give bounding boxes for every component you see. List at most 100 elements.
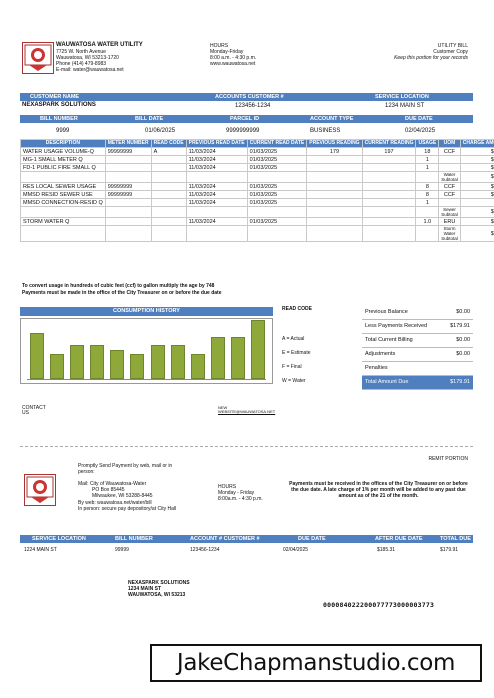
charge-cell [246,206,308,218]
hours-title: HOURS [210,43,229,49]
summary-row: Penalties [362,362,473,376]
charge-cell: 1 [415,155,440,164]
charge-cell [306,198,363,207]
remit-after-due-amount: $185.31 [377,547,396,553]
website-link[interactable]: www.wauwatosa.net [210,61,256,67]
charge-cell [415,225,440,242]
charge-cell [185,206,248,218]
charge-cell: $98.01 [459,171,494,183]
summary-value: $179.91 [450,323,470,329]
charge-cell: 1 [415,163,440,172]
mailing-city: WAUWATOSA, WI 53213 [128,592,186,598]
charge-row: Sewer Subtotal$49.27 [20,206,494,218]
charge-cell: Storm Water Subtotal [438,225,461,242]
remit-header-bar: SERVICE LOCATION BILL NUMBER ACCOUNT # C… [20,535,473,543]
remit-service-location-label: SERVICE LOCATION [32,536,86,542]
remit-mail-1: Mail: City of Wauwatosa-Water [78,481,147,487]
charges-col-header: READ CODE [150,139,187,148]
charge-row: MMSD CONNECTION-RESID Q 11/03/2024 01/03/2… [20,198,494,207]
charge-cell: $32.63 [459,217,494,226]
charge-cell [306,217,363,226]
mailing-street: 1234 MAIN ST [128,586,162,592]
charge-cell [104,217,152,226]
remit-bill-number-label: BILL NUMBER [115,536,153,542]
charge-cell [150,206,187,218]
summary-value: $0.00 [456,337,470,343]
charge-row: Storm Water Subtotal$32.63 [20,225,494,242]
charge-cell: 01/03/2025 [246,217,308,226]
charge-cell: 99999999 [104,190,152,199]
charge-cell: 1 [415,198,440,207]
charge-row: STORM WATER Q 11/03/2024 01/03/2025 1.0 ERU $… [20,217,494,226]
charge-cell: 99999999 [104,182,152,191]
charge-cell: 01/03/2025 [246,190,308,199]
charge-cell [20,225,106,242]
charge-cell: 99999999 [104,147,152,156]
summary-label: Adjustments [365,351,396,357]
charge-cell [361,182,417,191]
charge-cell [361,206,417,218]
consumption-bar [90,345,105,379]
website-email-link[interactable]: WEBSITE@WAUWATOSA.NET [218,409,276,414]
charge-cell [361,198,417,207]
charge-row: Water Subtotal$98.01 [20,171,494,183]
charge-cell [150,171,187,183]
summary-label: Previous Balance [365,309,408,315]
remit-due-date: 02/04/2025 [283,547,309,553]
consumption-bar [230,336,245,379]
remit-mail-2: PO Box 85445 [92,487,125,493]
charge-cell: CCF [438,147,461,156]
charges-col-header: PREVIOUS READ DATE [185,139,248,148]
charge-cell [306,190,363,199]
charge-cell [104,198,152,207]
charge-cell: WATER USAGE VOLUME-Q [20,147,106,156]
copy-subtitle: Customer Copy [433,49,468,55]
charge-cell [361,171,417,183]
remit-total-due: $179.91 [440,547,459,553]
charge-cell [306,182,363,191]
remit-account-number: 123456-1234 [190,547,220,553]
account-summary: Previous Balance $0.00 Less Payments Recei… [362,306,473,390]
charge-cell [306,155,363,164]
charges-col-header: CHARGE AMOUNT [459,139,494,148]
charge-cell: ERU [438,217,461,226]
charge-cell [415,171,440,183]
charge-cell: $32.63 [459,225,494,242]
charge-cell [306,225,363,242]
charge-cell: 11/03/2024 [185,147,248,156]
remit-payment-notice: Payments must be received in the offices… [289,481,468,499]
charge-cell [361,155,417,164]
watermark-box: JakeChapmanstudio.com [150,644,482,682]
summary-value: $179.91 [450,379,470,385]
charge-cell [306,171,363,183]
remit-service-location: 1224 MAIN ST [24,547,57,553]
remit-hours-days: Monday - Friday [218,490,255,496]
charge-cell: $70.38 [459,147,494,156]
summary-row: Total Current Billing $0.00 [362,334,473,348]
charge-cell: MMSD CONNECTION-RESID Q [20,198,106,207]
charge-cell: $15.45 [459,155,494,164]
charge-cell: 01/03/2025 [246,155,308,164]
consumption-bar [70,345,85,379]
consumption-bar [30,332,45,379]
consumption-bar [170,345,185,379]
charge-row: MG-1 SMALL METER Q 11/03/2024 01/03/2025 1 $… [20,155,494,164]
summary-label: Less Payments Received [365,323,428,329]
utility-address-2: Wauwatosa, WI 53213-1720 [56,55,119,61]
charge-row: FD-1 PUBLIC FIRE SMALL Q 11/03/2024 01/03/… [20,163,494,172]
copy-keep-note: Keep this portion for your records [394,55,468,61]
charge-cell: 11/03/2024 [185,190,248,199]
consumption-chart [20,318,273,384]
watermark-text: JakeChapmanstudio.com [176,650,456,676]
read-code-actual: A = Actual [282,336,305,342]
remit-divider [20,446,473,447]
summary-row: Previous Balance $0.00 [362,306,473,320]
charge-cell: 18 [415,147,440,156]
charge-cell [361,225,417,242]
summary-label: Total Current Billing [365,337,413,343]
remit-prompt-1: Promptly Send Payment by web, mail or in [78,463,173,469]
charge-cell: 11/03/2024 [185,163,248,172]
read-code-title: READ CODE [282,306,313,312]
utility-address-1: 7725 W. North Avenue [56,49,106,55]
remit-bill-number: 99999 [115,547,129,553]
